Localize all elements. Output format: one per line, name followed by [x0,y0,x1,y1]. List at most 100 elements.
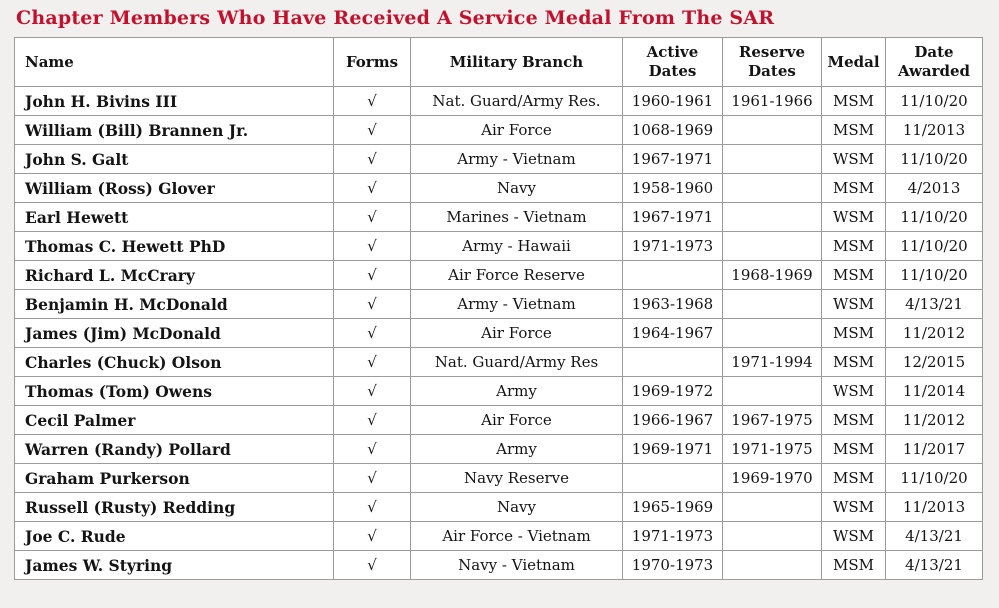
cell-branch: Army - Vietnam [410,144,623,174]
cell-medal: MSM [821,550,886,580]
cell-branch: Marines - Vietnam [410,202,623,232]
table-row: Joe C. Rude √ Air Force - Vietnam 1971-1973… [14,521,983,551]
cell-medal: MSM [821,347,886,377]
cell-active: 1967-1971 [622,202,723,232]
medals-table: Name Forms Military Branch Active Dates Rese… [14,37,983,580]
cell-reserve: 1969-1970 [722,463,822,493]
cell-active: 1960-1961 [622,86,723,116]
cell-awarded: 11/2012 [885,318,983,348]
cell-name: Graham Purkerson [14,463,334,493]
cell-reserve [722,550,822,580]
cell-forms: √ [333,115,411,145]
cell-branch: Army [410,434,623,464]
cell-active: 1963-1968 [622,289,723,319]
cell-name: Charles (Chuck) Olson [14,347,334,377]
cell-active: 1971-1973 [622,521,723,551]
cell-name: James (Jim) McDonald [14,318,334,348]
column-header-forms: Forms [333,37,411,87]
cell-awarded: 11/2013 [885,492,983,522]
cell-branch: Nat. Guard/Army Res. [410,86,623,116]
cell-name: Russell (Rusty) Redding [14,492,334,522]
cell-awarded: 11/10/20 [885,231,983,261]
column-header-branch: Military Branch [410,37,623,87]
cell-forms: √ [333,492,411,522]
cell-reserve [722,231,822,261]
cell-awarded: 4/2013 [885,173,983,203]
cell-forms: √ [333,231,411,261]
column-header-reserve: Reserve Dates [722,37,822,87]
cell-awarded: 4/13/21 [885,521,983,551]
cell-name: Joe C. Rude [14,521,334,551]
cell-active: 1068-1969 [622,115,723,145]
table-row: John H. Bivins III √ Nat. Guard/Army Res. 1… [14,86,983,116]
page: Chapter Members Who Have Received A Serv… [14,7,983,580]
cell-reserve [722,202,822,232]
cell-awarded: 11/10/20 [885,463,983,493]
table-row: John S. Galt √ Army - Vietnam 1967-1971 WSM 1… [14,144,983,174]
cell-medal: MSM [821,173,886,203]
cell-active: 1958-1960 [622,173,723,203]
table-row: William (Bill) Brannen Jr. √ Air Force 1068… [14,115,983,145]
cell-active: 1969-1972 [622,376,723,406]
cell-awarded: 11/2014 [885,376,983,406]
cell-reserve: 1961-1966 [722,86,822,116]
cell-awarded: 4/13/21 [885,289,983,319]
cell-forms: √ [333,434,411,464]
cell-medal: WSM [821,202,886,232]
cell-active [622,463,723,493]
cell-branch: Air Force [410,115,623,145]
cell-branch: Air Force - Vietnam [410,521,623,551]
cell-name: John S. Galt [14,144,334,174]
cell-branch: Navy [410,492,623,522]
cell-forms: √ [333,289,411,319]
cell-name: Earl Hewett [14,202,334,232]
cell-branch: Navy Reserve [410,463,623,493]
cell-reserve [722,115,822,145]
cell-awarded: 11/10/20 [885,86,983,116]
cell-name: Warren (Randy) Pollard [14,434,334,464]
cell-medal: MSM [821,405,886,435]
cell-medal: MSM [821,115,886,145]
column-header-awarded: Date Awarded [885,37,983,87]
table-row: James W. Styring √ Navy - Vietnam 1970-1973… [14,550,983,580]
cell-active: 1967-1971 [622,144,723,174]
cell-reserve: 1971-1994 [722,347,822,377]
cell-reserve [722,289,822,319]
cell-branch: Nat. Guard/Army Res [410,347,623,377]
cell-forms: √ [333,405,411,435]
cell-name: William (Bill) Brannen Jr. [14,115,334,145]
column-header-name: Name [14,37,334,87]
cell-branch: Army - Vietnam [410,289,623,319]
table-body: John H. Bivins III √ Nat. Guard/Army Res. 1… [14,86,983,580]
cell-awarded: 11/2013 [885,115,983,145]
table-row: Russell (Rusty) Redding √ Navy 1965-1969 WSM… [14,492,983,522]
cell-medal: WSM [821,521,886,551]
cell-reserve [722,521,822,551]
cell-branch: Navy [410,173,623,203]
cell-branch: Air Force [410,405,623,435]
cell-awarded: 11/10/20 [885,202,983,232]
cell-medal: WSM [821,492,886,522]
table-row: Thomas C. Hewett PhD √ Army - Hawaii 1971-1… [14,231,983,261]
cell-branch: Navy - Vietnam [410,550,623,580]
table-row: Benjamin H. McDonald √ Army - Vietnam 1963-… [14,289,983,319]
table-row: Thomas (Tom) Owens √ Army 1969-1972 WSM 11/20… [14,376,983,406]
cell-forms: √ [333,260,411,290]
cell-reserve [722,318,822,348]
cell-active: 1964-1967 [622,318,723,348]
cell-active: 1969-1971 [622,434,723,464]
page-title: Chapter Members Who Have Received A Serv… [16,7,775,29]
cell-awarded: 11/2017 [885,434,983,464]
cell-forms: √ [333,173,411,203]
cell-branch: Air Force [410,318,623,348]
cell-forms: √ [333,550,411,580]
cell-active: 1966-1967 [622,405,723,435]
cell-branch: Army [410,376,623,406]
cell-active: 1970-1973 [622,550,723,580]
cell-forms: √ [333,376,411,406]
cell-reserve: 1968-1969 [722,260,822,290]
cell-name: Thomas C. Hewett PhD [14,231,334,261]
table-row: Cecil Palmer √ Air Force 1966-1967 1967-1975… [14,405,983,435]
cell-active [622,260,723,290]
header-row: Name Forms Military Branch Active Dates Rese… [14,37,983,87]
